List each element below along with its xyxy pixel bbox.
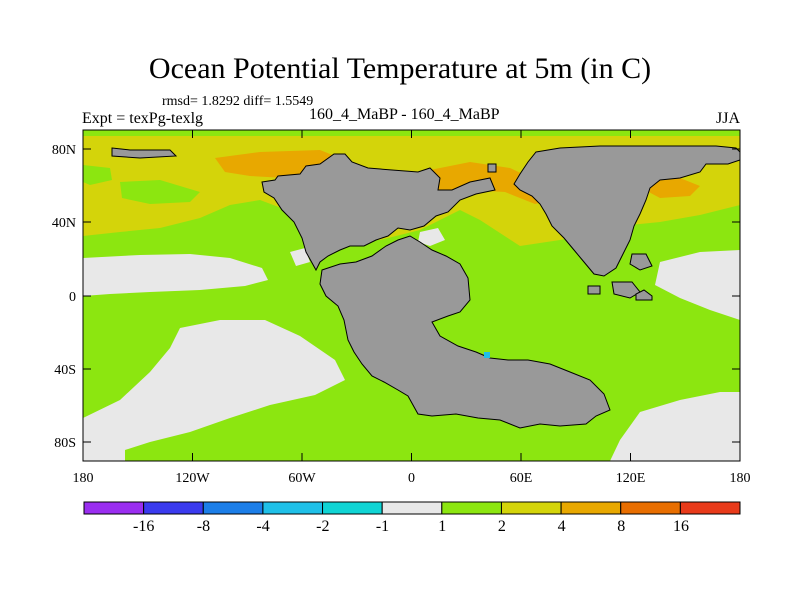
colorbar-swatch — [381, 501, 443, 515]
map-field — [83, 130, 740, 461]
stats-label: rmsd= 1.8292 diff= 1.5549 — [162, 94, 314, 109]
experiment-label: Expt = texPg-texlg — [82, 110, 204, 127]
lat-axis: 80N 40N 0 40S 80S — [52, 143, 740, 451]
near-zero-south-pacific — [83, 320, 345, 461]
season-label: JJA — [716, 110, 741, 127]
lon-tick-label: 60W — [288, 471, 316, 486]
colorbar-label: -8 — [197, 518, 210, 535]
colorbar-label: 2 — [498, 518, 506, 535]
land-small-1 — [611, 281, 641, 299]
lon-tick-label: 120E — [616, 471, 646, 486]
colorbar-swatch — [143, 501, 204, 515]
colorbar-labels: -16 -8 -4 -2 -1 1 2 4 8 16 — [133, 518, 689, 535]
green-blob-nw — [83, 165, 112, 185]
colorbar-label: 8 — [617, 518, 625, 535]
colorbar-label: -16 — [133, 518, 154, 535]
land-small-3 — [587, 285, 601, 295]
colorbar-label: -4 — [256, 518, 269, 535]
cold-patch — [484, 352, 490, 358]
near-zero-blob — [290, 248, 310, 266]
colorbar — [83, 501, 741, 515]
colorbar-label: 16 — [673, 518, 689, 535]
colorbar-swatch — [83, 501, 145, 515]
land-small-4 — [487, 163, 497, 173]
lon-tick-label: 120W — [175, 471, 210, 486]
land-west-continent — [261, 153, 496, 272]
land-east-continent — [513, 145, 740, 277]
lat-tick-label: 40S — [54, 363, 76, 378]
colorbar-swatch — [202, 501, 264, 515]
lat-tick-label: 0 — [69, 290, 76, 305]
colorbar-swatch — [441, 501, 502, 515]
near-zero-south-east — [610, 392, 740, 461]
period-label: 160_4_MaBP - 160_4_MaBP — [309, 106, 500, 123]
lon-tick-label: 180 — [730, 471, 751, 486]
land-small-5 — [635, 289, 653, 301]
near-zero-north-pacific — [83, 254, 268, 296]
lon-tick-label: 180 — [73, 471, 94, 486]
colorbar-label: -2 — [316, 518, 329, 535]
lat-tick-label: 80S — [54, 436, 76, 451]
land-arctic-strip — [111, 147, 178, 159]
colorbar-swatch — [500, 501, 562, 515]
colorbar-swatch — [679, 501, 741, 515]
near-zero-inlet — [418, 228, 445, 246]
colorbar-label: -1 — [376, 518, 389, 535]
lon-tick-label: 0 — [408, 471, 415, 486]
lon-axis: 180 120W 60W 0 60E 120E 180 — [73, 130, 751, 486]
colorbar-swatch — [620, 501, 681, 515]
page-title: Ocean Potential Temperature at 5m (in C) — [148, 52, 652, 85]
lat-tick-label: 40N — [52, 216, 76, 231]
orange-patch-east — [645, 178, 700, 198]
near-zero-east — [655, 250, 740, 320]
colorbar-swatch — [560, 501, 622, 515]
green-blob-nw2 — [120, 180, 200, 204]
colorbar-label: 4 — [558, 518, 566, 535]
colorbar-swatch — [322, 501, 383, 515]
lon-tick-label: 60E — [510, 471, 533, 486]
land-south-continent — [319, 235, 611, 429]
land-small-2 — [629, 253, 653, 271]
colorbar-swatch — [262, 501, 324, 515]
lat-tick-label: 80N — [52, 143, 76, 158]
colorbar-label: 1 — [438, 518, 446, 535]
